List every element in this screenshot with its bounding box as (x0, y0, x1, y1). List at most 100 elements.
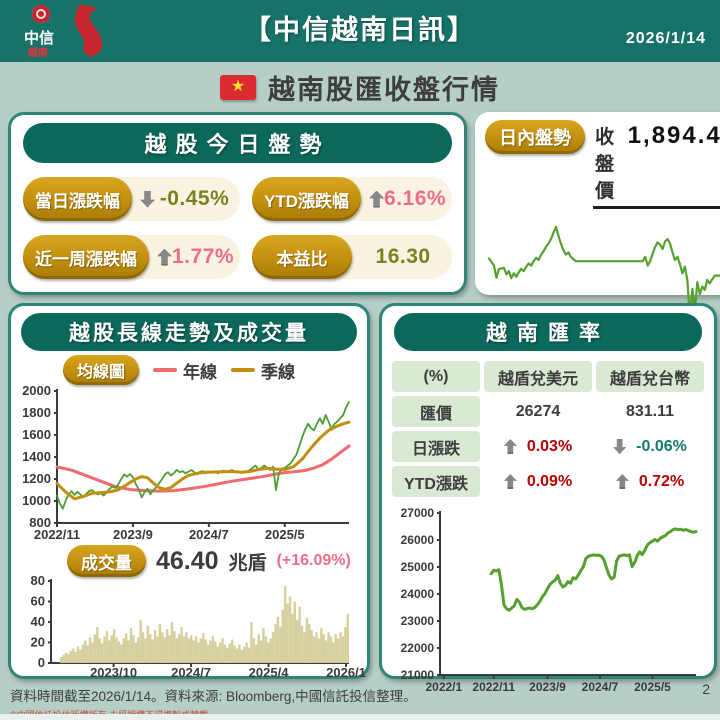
page-title: 【中信越南日訊】 (244, 15, 476, 45)
brand-logo-circle-icon (32, 5, 50, 23)
svg-text:60: 60 (31, 594, 45, 609)
up-arrow-icon (503, 439, 517, 454)
today-market-panel: 越股今日盤勢 當日漲跌幅 -0.45% YTD漲跌幅 6.16% 近一周漲跌幅 … (8, 112, 468, 295)
fx-rate-usd: 26274 (484, 396, 592, 427)
longterm-chart: 800 1000 1200 1400 1600 1800 2000 2022/11 2023/9… (22, 383, 351, 542)
fx-table: (%) 越盾兌美元 越盾兌台幣 匯價 26274 831.11 日漲跌 0.03… (392, 361, 704, 497)
svg-text:2022/1: 2022/1 (425, 680, 462, 694)
stat-label-badge: 當日漲跌幅 (23, 177, 132, 221)
svg-text:2024/7: 2024/7 (171, 665, 211, 680)
section-header: ★ 越南股匯收盤行情 (0, 62, 720, 112)
fx-ytd-usd: 0.09% (484, 466, 592, 497)
stat-label-badge: 本益比 (252, 235, 353, 279)
up-arrow-icon (157, 248, 172, 266)
fx-value: 0.03% (526, 437, 573, 455)
svg-text:24000: 24000 (401, 587, 435, 601)
stat-pe-ratio: 本益比 16.30 (252, 235, 453, 279)
svg-text:27000: 27000 (401, 506, 435, 520)
svg-text:2000: 2000 (22, 383, 51, 398)
volume-change: (+16.09%) (276, 552, 351, 569)
stat-daily-change: 當日漲跌幅 -0.45% (23, 177, 241, 221)
volume-chart: 0 20 40 60 80 2023/10 2024/7 2025/4 2026/1 (31, 573, 366, 680)
stat-value: 16.30 (375, 245, 431, 268)
svg-text:21000: 21000 (401, 668, 435, 682)
intraday-chart (487, 225, 720, 321)
brand-name: 中信 (24, 30, 55, 47)
svg-text:2025/4: 2025/4 (249, 665, 290, 680)
svg-text:1600: 1600 (22, 427, 51, 442)
stat-weekly-change: 近一周漲跌幅 1.77% (23, 235, 241, 279)
svg-text:2025/5: 2025/5 (634, 680, 671, 694)
fx-value: 0.72% (638, 472, 685, 490)
report-date: 2026/1/14 (625, 30, 706, 47)
fx-row-label: 匯價 (392, 396, 480, 427)
svg-text:2022/11: 2022/11 (472, 680, 515, 694)
up-arrow-icon (369, 190, 385, 208)
stat-label-badge: 近一周漲跌幅 (23, 235, 149, 279)
longterm-panel: 越股長線走勢及成交量 均線圖 年線 季線 800 1000 1200 1400 1600… (8, 303, 370, 680)
annual-line-swatch-icon (153, 368, 178, 372)
volume-summary: 成交量 46.40 兆盾 (+16.09%) (67, 545, 359, 577)
fx-ytd-twd: 0.72% (596, 466, 704, 497)
top-banner: 中信 越南 【中信越南日訊】 2026/1/14 (0, 0, 720, 62)
svg-text:2024/7: 2024/7 (582, 680, 619, 694)
today-panel-title: 越股今日盤勢 (23, 123, 453, 163)
fx-chart: 21000 22000 23000 24000 25000 26000 27000 2022/… (401, 506, 698, 694)
svg-text:0: 0 (38, 655, 45, 670)
svg-text:2026/1: 2026/1 (326, 665, 366, 680)
svg-text:20: 20 (31, 635, 45, 650)
svg-text:23000: 23000 (401, 614, 435, 628)
fx-row-label: YTD漲跌 (392, 466, 480, 497)
stat-value: 6.16% (384, 187, 447, 210)
close-price-value: 1,894.44 (627, 122, 720, 149)
fx-value: 831.11 (625, 402, 675, 420)
brand-logo: 中信 越南 (8, 3, 120, 59)
svg-text:80: 80 (31, 573, 45, 588)
fx-value: -0.06% (636, 437, 687, 455)
down-arrow-icon (613, 439, 627, 454)
section-title: 越南股匯收盤行情 (268, 74, 500, 105)
flag-star-icon: ★ (230, 78, 246, 95)
fx-rate-twd: 831.11 (596, 396, 704, 427)
svg-text:1800: 1800 (22, 405, 51, 420)
intraday-badge: 日內盤勢 (485, 120, 586, 154)
svg-text:26000: 26000 (401, 533, 435, 547)
svg-text:2025/5: 2025/5 (265, 527, 305, 542)
svg-text:1200: 1200 (22, 471, 51, 486)
fx-value: 0.09% (526, 472, 573, 490)
legend-label: 季線 (261, 362, 296, 382)
fx-daily-usd: 0.03% (484, 431, 592, 462)
svg-text:2023/9: 2023/9 (529, 680, 566, 694)
today-stats-grid: 當日漲跌幅 -0.45% YTD漲跌幅 6.16% 近一周漲跌幅 1.77% 本… (21, 175, 454, 281)
svg-text:2024/7: 2024/7 (189, 527, 229, 542)
ma-legend: 均線圖 年線 季線 (63, 355, 359, 385)
stat-ytd-change: YTD漲跌幅 6.16% (252, 177, 453, 221)
fx-panel-title: 越南匯率 (394, 313, 702, 351)
legend-quarterly-line: 季線 (231, 358, 295, 383)
longterm-panel-title: 越股長線走勢及成交量 (21, 313, 357, 351)
svg-text:2022/11: 2022/11 (34, 527, 80, 542)
fx-row-label: 日漲跌 (392, 431, 480, 462)
intraday-card: 日內盤勢 收盤價 1,894.44 (475, 112, 720, 321)
svg-text:22000: 22000 (401, 641, 435, 655)
svg-text:40: 40 (31, 614, 45, 629)
bottom-strip (0, 714, 720, 720)
close-price: 收盤價 1,894.44 (593, 120, 720, 209)
svg-text:1400: 1400 (22, 449, 51, 464)
brand-sub-name: 越南 (28, 48, 48, 59)
up-arrow-icon (503, 474, 517, 489)
svg-text:2023/9: 2023/9 (113, 527, 153, 542)
page-number: 2 (702, 681, 710, 697)
fx-table-header: 越盾兌美元 (484, 361, 592, 392)
volume-badge: 成交量 (67, 545, 146, 577)
up-arrow-icon (615, 474, 629, 489)
stat-label-badge: YTD漲跌幅 (252, 177, 362, 221)
volume-unit: 兆盾 (228, 552, 267, 574)
vietnam-map-icon (74, 4, 103, 57)
fx-daily-twd: -0.06% (596, 431, 704, 462)
fx-panel: 越南匯率 (%) 越盾兌美元 越盾兌台幣 匯價 26274 831.11 日漲跌… (379, 303, 717, 694)
legend-annual-line: 年線 (153, 358, 217, 383)
fx-value: 26274 (515, 402, 561, 420)
quarterly-line-swatch-icon (231, 368, 256, 372)
down-arrow-icon (140, 190, 155, 208)
